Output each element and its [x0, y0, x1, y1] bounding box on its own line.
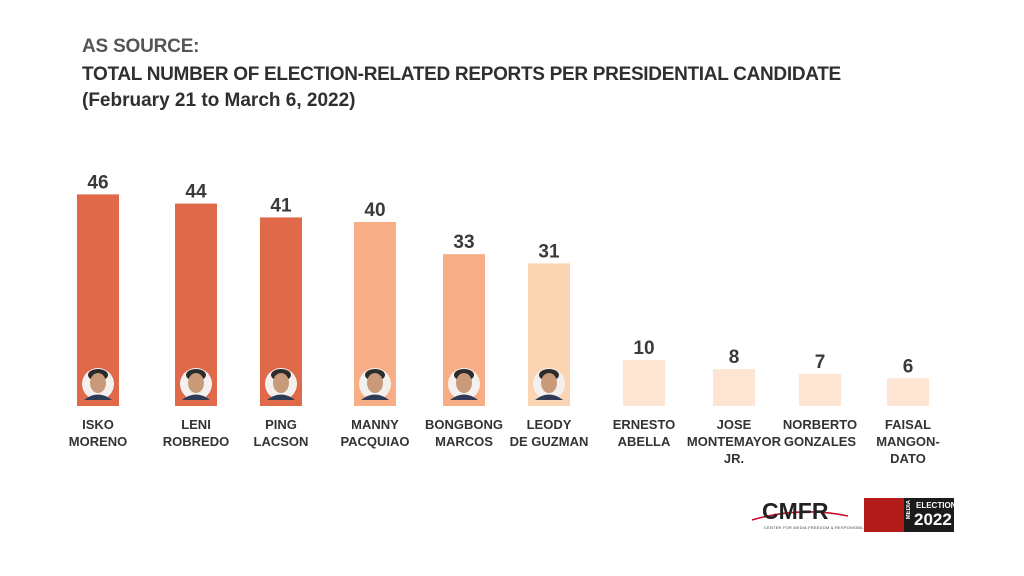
candidate-portrait-icon — [180, 368, 212, 400]
category-label: LEODY DE GUZMAN — [510, 417, 589, 449]
category-label: FAISAL MANGON-DATO — [876, 417, 940, 466]
data-label: 40 — [364, 200, 385, 221]
chart-header: AS SOURCE: TOTAL NUMBER OF ELECTION-RELA… — [82, 36, 841, 112]
chart-title: TOTAL NUMBER OF ELECTION-RELATED REPORTS… — [82, 64, 841, 85]
data-label: 8 — [729, 347, 740, 368]
logos: CMFR CENTER FOR MEDIA FREEDOM & RESPONSI… — [750, 498, 954, 532]
chart-subtitle: (February 21 to March 6, 2022) — [82, 90, 356, 111]
bars-group: 46 ISKO MORENO 44 LENI ROBREDO 41 PING LACSON 40 M… — [69, 172, 940, 466]
data-label: 44 — [185, 182, 207, 203]
category-label: ISKO MORENO — [69, 417, 128, 449]
category-label: JOSE MONTEMAYOR JR. — [687, 417, 782, 466]
category-label: PING LACSON — [254, 417, 309, 449]
media-word: MEDIA — [906, 500, 912, 520]
candidate-portrait-icon — [448, 368, 480, 400]
data-label: 6 — [903, 356, 914, 377]
cmfr-subtext: CENTER FOR MEDIA FREEDOM & RESPONSIBILIT… — [764, 525, 871, 530]
category-label: ERNESTO ABELLA — [613, 417, 676, 449]
category-label: LENI ROBREDO — [163, 417, 229, 449]
candidate-portrait-icon — [265, 368, 297, 400]
elections-year: 2022 — [914, 510, 952, 529]
data-label: 46 — [87, 172, 108, 193]
bar — [713, 369, 755, 406]
data-label: 10 — [633, 338, 654, 359]
category-label: MANNY PACQUIAO — [340, 417, 409, 449]
candidate-portrait-icon — [533, 368, 565, 400]
bar — [799, 373, 841, 406]
bar — [887, 378, 929, 406]
media-elections-red-panel — [864, 498, 904, 532]
data-label: 31 — [538, 241, 560, 262]
category-label: BONGBONG MARCOS — [425, 417, 503, 449]
data-label: 33 — [453, 232, 474, 253]
data-label: 41 — [270, 195, 292, 216]
elections-word: ELECTIONS — [916, 501, 954, 510]
media-elections-logo: MEDIA ELECTIONS 2022 — [864, 498, 954, 532]
cmfr-logo: CMFR CENTER FOR MEDIA FREEDOM & RESPONSI… — [750, 498, 870, 532]
bar — [623, 360, 665, 406]
cmfr-swoosh-icon — [751, 511, 849, 521]
candidate-portrait-icon — [82, 368, 114, 400]
category-label: NORBERTO GONZALES — [783, 417, 857, 449]
cmfr-wordmark: CMFR — [762, 498, 829, 524]
candidate-portrait-icon — [359, 368, 391, 400]
data-label: 7 — [815, 352, 826, 373]
chart-kicker: AS SOURCE: — [82, 36, 200, 57]
